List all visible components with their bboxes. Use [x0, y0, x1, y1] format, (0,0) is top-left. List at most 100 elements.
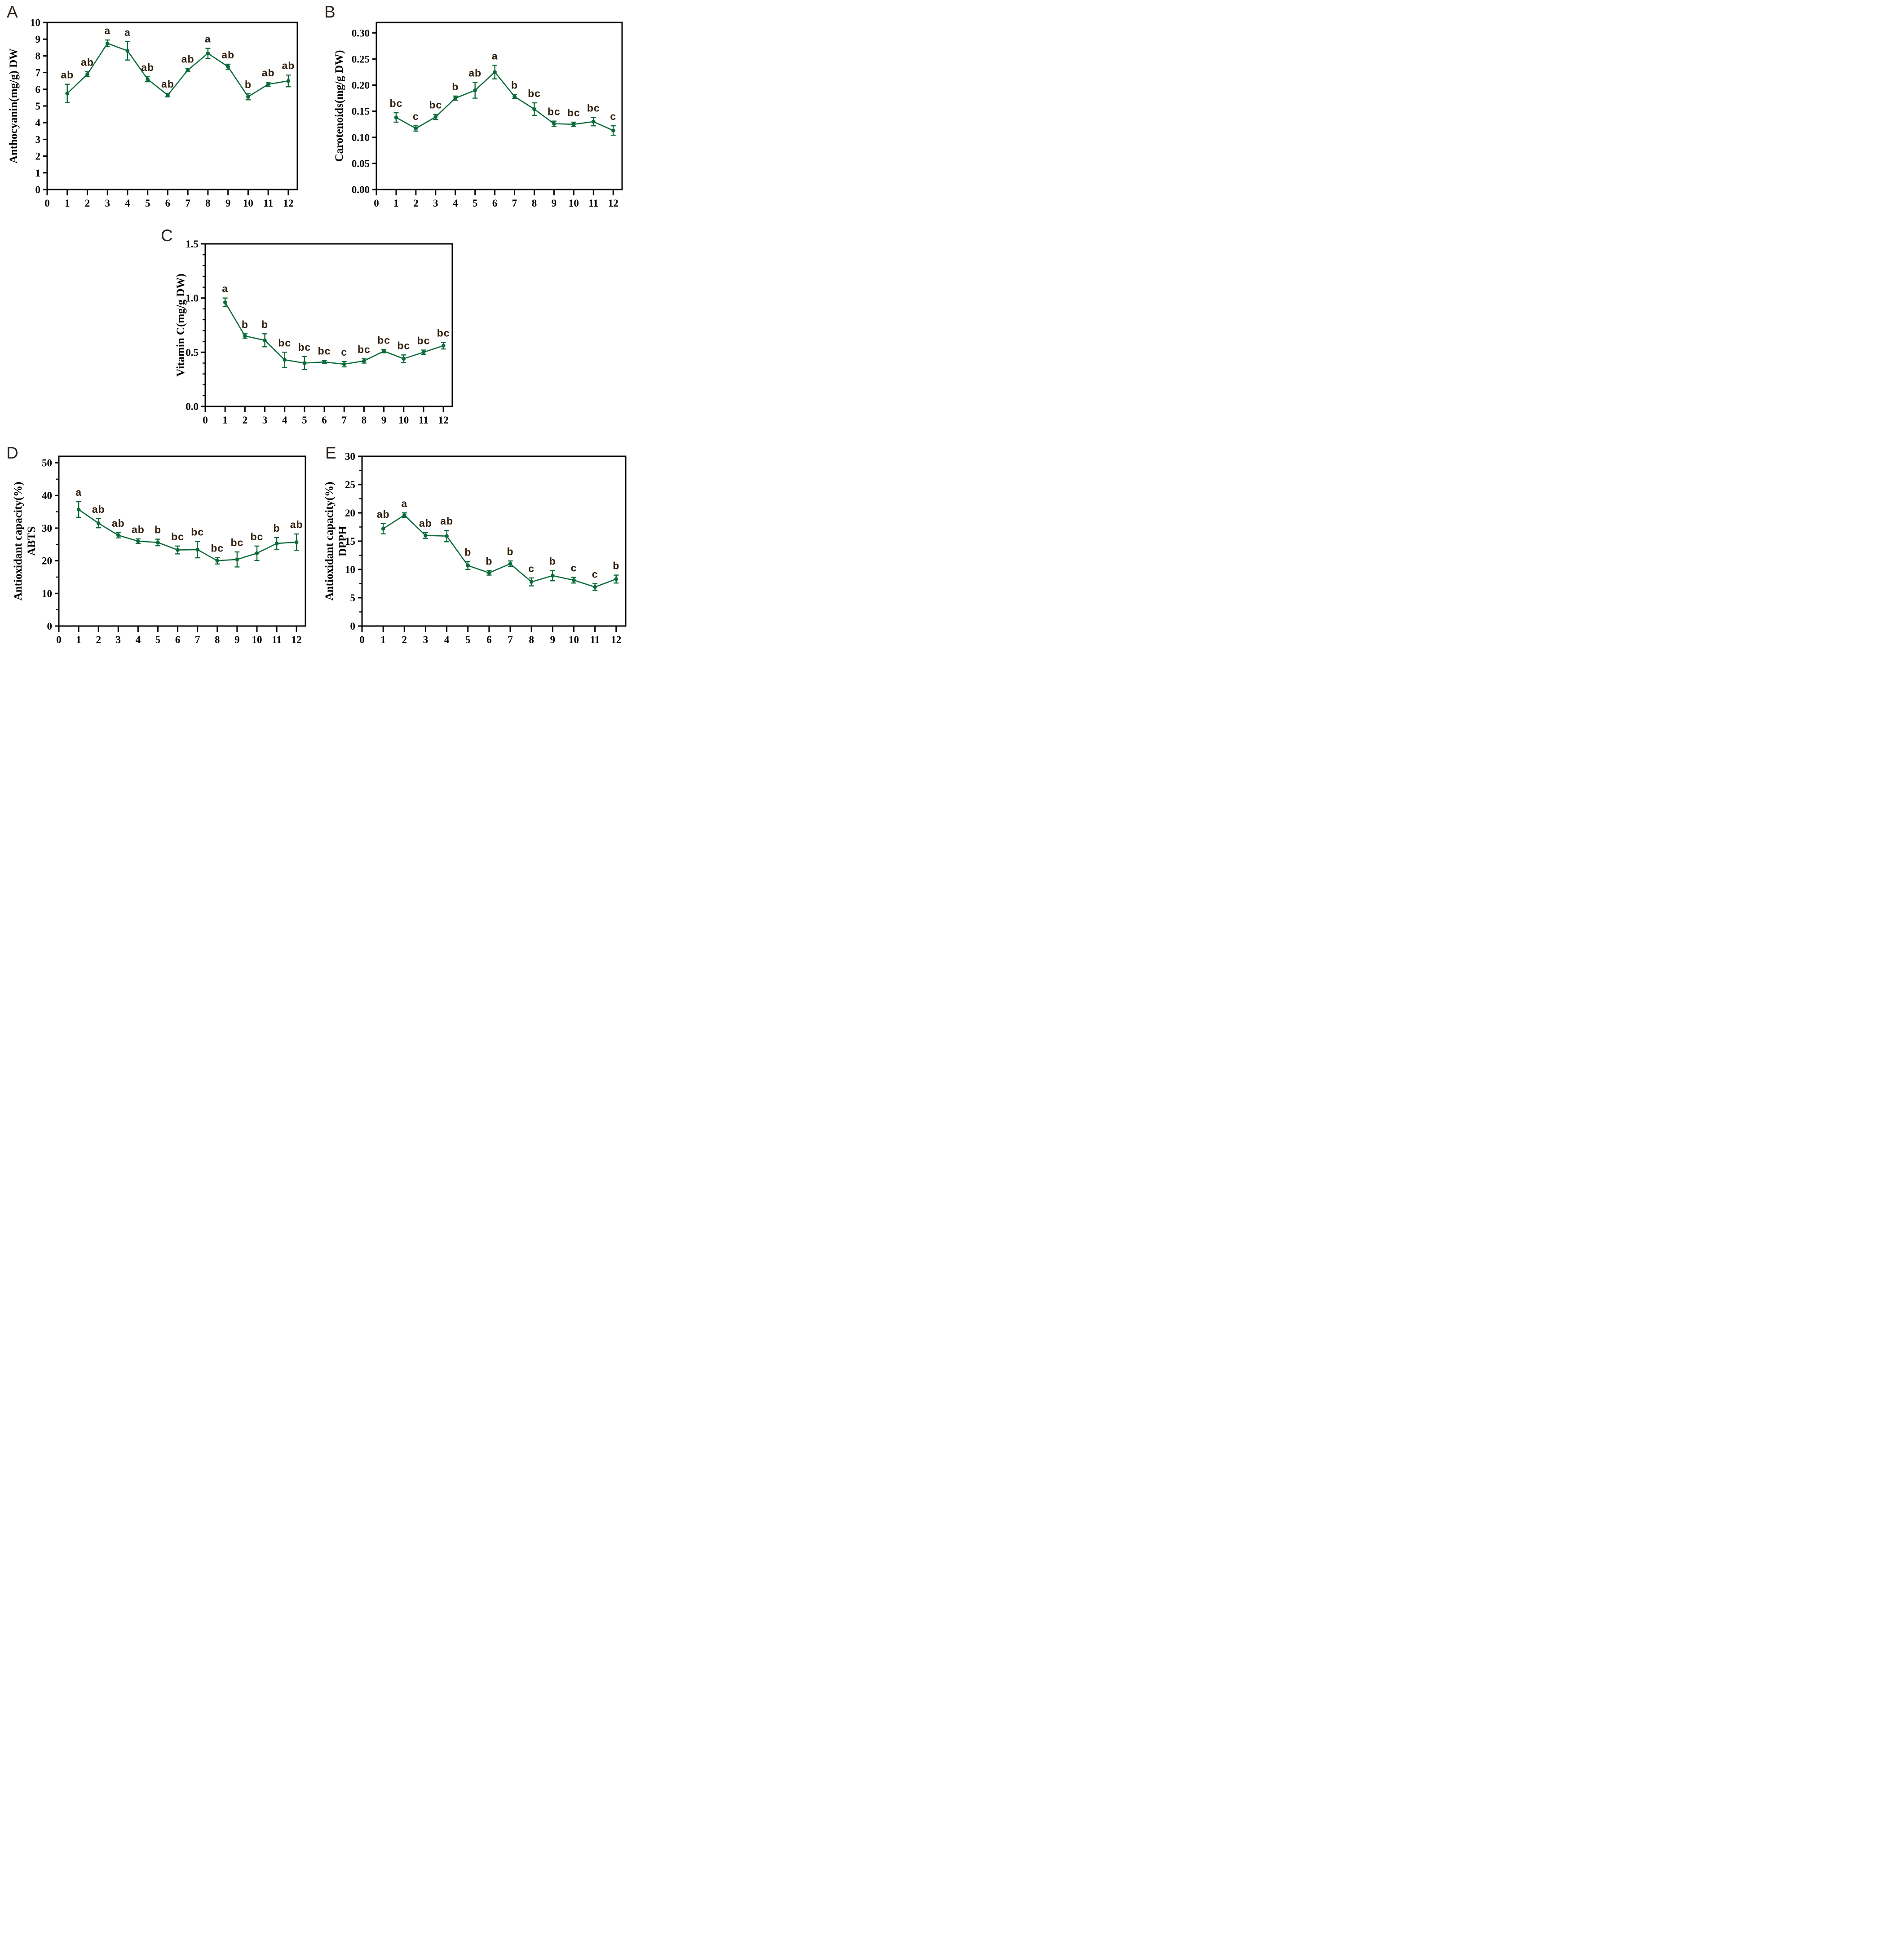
data-point: [572, 578, 576, 582]
y-axis-ticks: 0.00 0.05 0.10 0.15 0.20 0.25 0.30: [352, 27, 376, 195]
series-line: [396, 71, 614, 131]
x-tick-label: 1: [393, 198, 399, 209]
data-point: [421, 350, 426, 354]
error-bars: [222, 297, 446, 370]
x-tick-label: 8: [215, 634, 220, 645]
data-point: [529, 580, 534, 584]
series-line: [78, 509, 297, 561]
data-point: [246, 95, 250, 99]
y-axis-title: ABTS: [26, 526, 38, 556]
y-tick-label: 10: [42, 588, 52, 599]
x-tick-label: 12: [438, 415, 449, 424]
sig-letter: bc: [251, 531, 264, 542]
x-tick-label: 7: [508, 634, 513, 645]
x-tick-label: 3: [262, 415, 268, 424]
x-tick-label: 7: [195, 634, 200, 645]
data-point: [283, 357, 287, 362]
x-tick-label: 8: [529, 634, 534, 645]
sig-letter: b: [245, 79, 252, 90]
data-point: [76, 507, 81, 512]
x-tick-label: 0: [359, 634, 365, 645]
data-point: [433, 115, 438, 119]
y-axis-title: DPPH: [337, 525, 349, 556]
x-tick-label: 6: [165, 198, 171, 209]
data-point: [302, 361, 307, 365]
y-tick-label: 8: [35, 50, 41, 62]
data-point: [591, 119, 596, 124]
y-tick-label: 9: [35, 34, 41, 45]
x-tick-label: 8: [532, 198, 537, 209]
x-tick-label: 9: [225, 198, 231, 209]
data-point: [85, 72, 89, 76]
y-tick-label: 2: [35, 151, 41, 162]
sig-letter: a: [492, 50, 498, 62]
sig-letter: c: [592, 569, 598, 580]
sig-letter: b: [261, 318, 268, 330]
y-tick-label: 0: [47, 621, 53, 632]
data-point: [382, 349, 386, 353]
data-point: [441, 344, 446, 348]
data-point: [473, 88, 477, 93]
series-line: [66, 42, 289, 98]
x-tick-label: 7: [185, 198, 190, 209]
data-point: [402, 513, 406, 517]
data-point: [414, 126, 418, 131]
y-tick-label: 30: [42, 523, 52, 534]
x-tick-label: 1: [222, 415, 228, 424]
x-axis-ticks: 0 1 2 3 4 5 6 7 8 9 10 11 12: [359, 626, 621, 645]
sig-letter: bc: [211, 542, 224, 554]
sig-letter: ab: [92, 503, 105, 515]
y-tick-label: 0.5: [186, 347, 199, 358]
data-point: [166, 93, 170, 97]
y-tick-label: 0.00: [352, 184, 370, 195]
data-point: [593, 585, 597, 589]
data-point: [215, 559, 220, 563]
data-point: [255, 551, 259, 556]
sig-letter: ab: [468, 67, 482, 79]
x-tick-label: 11: [588, 198, 598, 209]
x-axis-ticks: 0 1 2 3 4 5 6 7 8 9 10 11 12: [203, 406, 449, 424]
x-tick-label: 0: [56, 634, 62, 645]
sig-letter: bc: [429, 99, 442, 111]
x-tick-label: 4: [125, 198, 130, 209]
sig-letter: ab: [282, 60, 295, 71]
panel-label-D: D: [6, 444, 18, 462]
sig-letter: b: [507, 546, 514, 557]
error-bars: [393, 65, 616, 136]
x-tick-label: 1: [65, 198, 70, 209]
y-tick-label: 0.15: [352, 106, 370, 117]
panel-B-plot: 0.000.050.100.150.200.250.300 1 2 3 4 5 6 7 8 9 10…: [333, 22, 623, 209]
x-tick-label: 4: [282, 415, 287, 424]
y-axis-title: Antioxidant capacity(%): [323, 482, 336, 601]
x-tick-label: 10: [252, 634, 262, 645]
y-tick-label: 50: [42, 458, 52, 469]
sig-letter: bc: [587, 102, 600, 114]
sig-letter: c: [341, 346, 347, 358]
data-points: [394, 70, 615, 132]
x-tick-label: 12: [283, 198, 293, 209]
data-point: [223, 300, 227, 304]
sig-letter: b: [511, 79, 518, 91]
sig-letter: b: [549, 556, 556, 567]
data-point: [176, 548, 180, 552]
sig-letter: bc: [298, 341, 311, 353]
data-point: [402, 357, 406, 361]
x-tick-label: 2: [402, 634, 407, 645]
data-point: [453, 96, 458, 100]
y-tick-label: 6: [35, 84, 41, 95]
data-points: [381, 513, 618, 589]
data-point: [322, 360, 327, 364]
sig-letter: b: [274, 522, 280, 534]
sig-letter: ab: [221, 49, 234, 61]
data-point: [226, 65, 230, 69]
x-tick-label: 4: [444, 634, 450, 645]
y-tick-label: 5: [35, 101, 41, 112]
sig-letter: c: [528, 563, 535, 574]
x-tick-label: 1: [380, 634, 386, 645]
series-line: [225, 302, 444, 365]
